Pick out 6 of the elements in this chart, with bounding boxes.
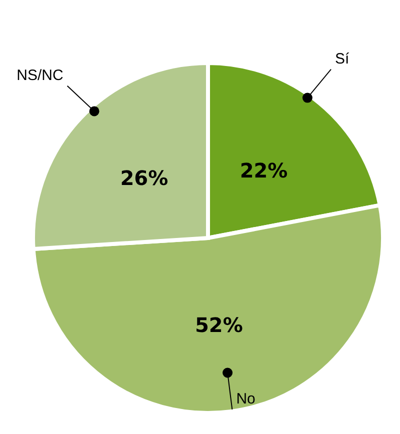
slice-label: No (236, 390, 256, 408)
slice-label: Sí (335, 50, 350, 68)
data-label: 52% (195, 312, 243, 337)
data-label: 26% (120, 166, 168, 190)
data-label: 22% (240, 158, 288, 183)
slice-label: NS/NC (16, 66, 64, 84)
